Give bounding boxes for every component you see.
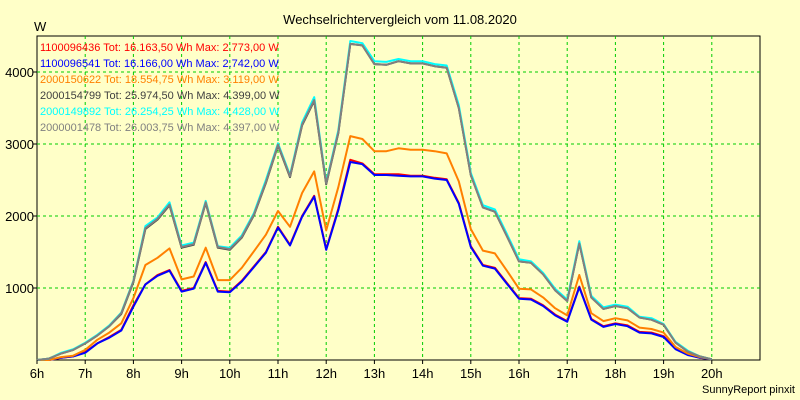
x-tick-label: 13h: [364, 366, 386, 381]
y-tick-label: 4000: [5, 65, 34, 80]
x-tick-label: 11h: [268, 366, 289, 381]
series-line-1100096541: [37, 161, 712, 361]
footer-credit: SunnyReport pinxit: [702, 384, 795, 396]
series-lines: [36, 40, 713, 361]
series-line-2000150622: [37, 135, 712, 361]
x-tick-label: 10h: [219, 366, 241, 381]
grid: [37, 36, 760, 360]
y-axis-label: W: [34, 19, 47, 34]
legend-entry: 2000154799 Tot: 25.974,50 Wh Max: 4.399,…: [40, 90, 280, 102]
legend-entry: 1100096541 Tot: 16.166,00 Wh Max: 2.742,…: [40, 58, 279, 70]
y-tick-label: 2000: [5, 209, 34, 224]
chart-title: Wechselrichtervergleich vom 11.08.2020: [283, 12, 517, 27]
x-tick-label: 9h: [174, 366, 188, 381]
y-axis: 1000 2000 3000 4000: [5, 65, 37, 296]
x-tick-label: 14h: [412, 366, 434, 381]
legend-entry: 2000149892 Tot: 26.254,25 Wh Max: 4.428,…: [40, 106, 280, 118]
x-tick-label: 15h: [460, 366, 482, 381]
y-tick-label: 1000: [5, 281, 34, 296]
series-line-2000001478: [36, 42, 713, 361]
x-tick-label: 16h: [508, 366, 530, 381]
x-tick-label: 19h: [653, 366, 675, 381]
plot-area: [36, 35, 761, 361]
legend-entry: 1100096436 Tot: 16.163,50 Wh Max: 2.773,…: [40, 42, 279, 54]
x-axis: 6h 7h 8h 9h 10h 11h 12h 13h 14h 15h 16h 17h 18h 19h 20…: [30, 360, 723, 381]
series-line-2000149892: [36, 40, 713, 361]
x-tick-label: 6h: [30, 366, 44, 381]
legend-entry: 2000001478 Tot: 26.003,75 Wh Max: 4.397,…: [40, 122, 280, 134]
x-tick-label: 8h: [126, 366, 140, 381]
x-tick-label: 7h: [78, 366, 92, 381]
x-tick-label: 17h: [556, 366, 578, 381]
x-tick-label: 18h: [605, 366, 627, 381]
x-tick-label: 20h: [701, 366, 723, 381]
legend: 1100096436 Tot: 16.163,50 Wh Max: 2.773,…: [40, 42, 280, 134]
legend-entry: 2000150622 Tot: 18.554,75 Wh Max: 3.119,…: [40, 74, 279, 86]
y-tick-label: 3000: [5, 137, 34, 152]
x-tick-label: 12h: [315, 366, 337, 381]
